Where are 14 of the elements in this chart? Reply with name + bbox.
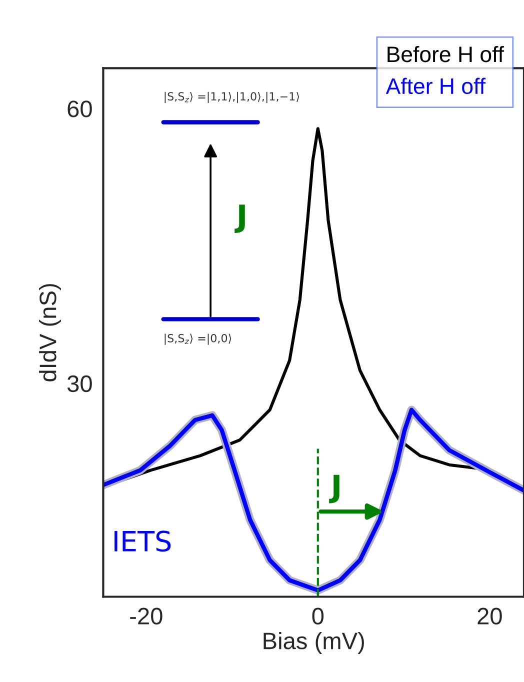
annotation: J xyxy=(329,474,340,504)
y-tick-label: 30 xyxy=(67,375,92,392)
annotation: J xyxy=(234,204,245,233)
x-tick-label: 0 xyxy=(312,608,324,625)
y-axis-title: dIdV (nS) xyxy=(38,284,61,382)
x-axis-title: Bias (mV) xyxy=(264,632,364,654)
annotation: IETS xyxy=(114,530,171,552)
text: Before H off xyxy=(388,46,504,62)
y-tick-label: 60 xyxy=(68,100,92,118)
x-tick-label: 20 xyxy=(478,608,502,625)
annotation: |S,S$_{z}$⟩ =|1,1⟩,|1,0⟩,|1,−1⟩ xyxy=(164,92,300,104)
text: After H off xyxy=(386,78,486,94)
x-tick-label: -20 xyxy=(130,608,162,625)
annotation: |S,S$_{z}$⟩ =|0,0⟩ xyxy=(164,334,232,345)
